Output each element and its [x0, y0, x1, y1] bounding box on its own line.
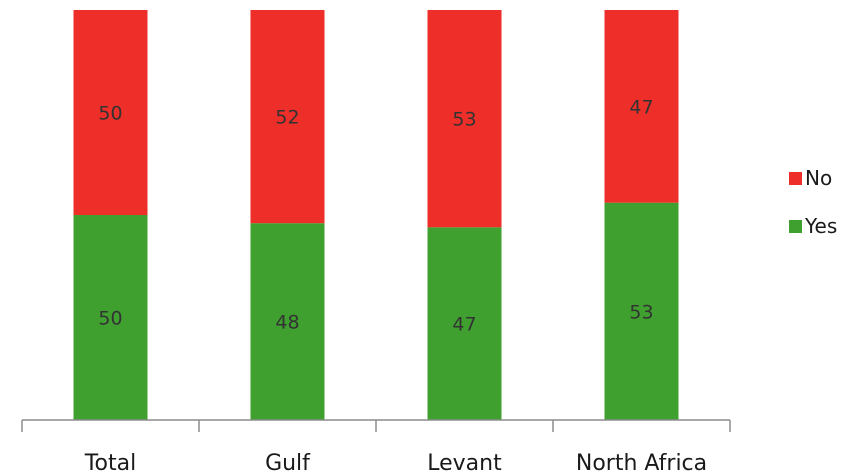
legend-label-yes: Yes	[804, 214, 837, 238]
x-axis	[21, 419, 731, 432]
data-label-north-africa-no: 47	[629, 96, 653, 118]
legend-swatch-yes	[789, 220, 802, 233]
bar-gulf-no	[250, 10, 325, 224]
category-label: Levant	[427, 451, 502, 476]
bar-north-africa-yes	[604, 202, 679, 420]
data-label-gulf-no: 52	[275, 107, 299, 129]
data-labels-group: 50 50 48 52 47 53 53 47	[98, 96, 653, 335]
data-label-total-no: 50	[98, 103, 122, 125]
bars-group	[73, 10, 679, 420]
data-label-gulf-yes: 48	[275, 312, 299, 334]
legend-swatch-no	[789, 172, 802, 185]
data-label-levant-no: 53	[452, 109, 476, 131]
data-label-north-africa-yes: 53	[629, 301, 653, 323]
bar-levant-yes	[427, 227, 502, 420]
bar-total-yes	[73, 215, 148, 420]
legend: No Yes	[789, 166, 837, 238]
category-label: North Africa	[576, 451, 707, 476]
category-label: Gulf	[265, 451, 311, 476]
category-labels-group: Total Gulf Levant North Africa	[84, 451, 707, 476]
bar-gulf-yes	[250, 223, 325, 420]
legend-label-no: No	[805, 166, 832, 190]
data-label-total-yes: 50	[98, 308, 122, 330]
bar-north-africa-no	[604, 10, 679, 203]
bar-total-no	[73, 10, 148, 215]
category-label: Total	[84, 451, 136, 476]
data-label-levant-yes: 47	[452, 314, 476, 336]
bar-levant-no	[427, 10, 502, 228]
